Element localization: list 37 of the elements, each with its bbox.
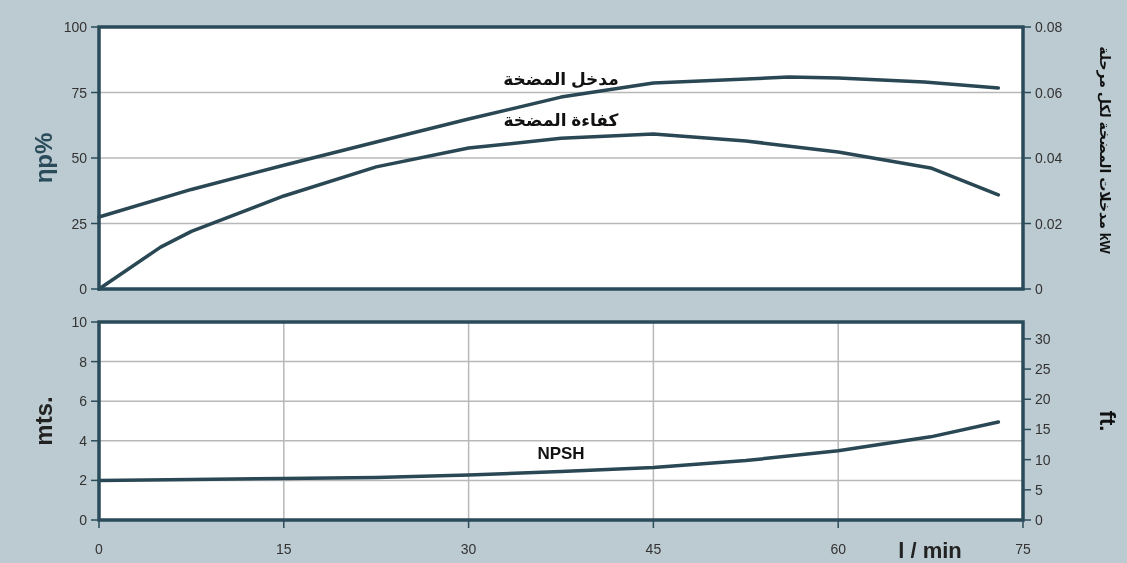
x-tick-label: 30 <box>460 541 477 557</box>
series-label: مدخل المضخة <box>503 70 619 90</box>
y-tick-label: 25 <box>71 215 88 232</box>
y2-tick-label: 0 <box>1035 512 1043 528</box>
x-tick-label: 75 <box>1015 541 1031 557</box>
y2-tick-label: 10 <box>1035 451 1051 468</box>
y-tick-label: 75 <box>71 84 88 101</box>
x-tick-label: 60 <box>830 541 847 557</box>
series-label: كفاءة المضخة <box>503 111 619 131</box>
x-tick-label: 45 <box>645 541 662 557</box>
y2-axis-title: ft. <box>1095 410 1120 432</box>
x-tick-label: 0 <box>95 541 104 557</box>
y2-tick-label: 0.06 <box>1035 84 1063 101</box>
y2-tick-label: 25 <box>1035 361 1051 378</box>
y-tick-label: 50 <box>71 150 88 166</box>
y2-tick-label: 0.04 <box>1035 150 1063 166</box>
series-label: NPSH <box>537 444 585 464</box>
y-axis-title: mts. <box>30 396 57 446</box>
y-axis-title: ηp% <box>30 132 57 184</box>
y-tick-label: 100 <box>63 19 88 35</box>
y2-tick-label: 30 <box>1035 330 1051 347</box>
y-tick-label: 6 <box>79 393 88 410</box>
y2-tick-label: 0.08 <box>1035 19 1063 35</box>
x-tick-label: 15 <box>276 541 292 557</box>
y2-tick-label: 0 <box>1035 281 1043 297</box>
y2-tick-label: 5 <box>1035 481 1043 498</box>
y-tick-label: 10 <box>71 314 88 330</box>
y-tick-label: 0 <box>79 281 88 297</box>
y-tick-label: 8 <box>79 353 88 370</box>
y-tick-label: 0 <box>79 512 88 528</box>
y2-tick-label: 0.02 <box>1035 215 1063 232</box>
y-tick-label: 4 <box>79 432 88 449</box>
y-tick-label: 2 <box>79 472 88 489</box>
y2-tick-label: 15 <box>1035 421 1051 438</box>
y2-axis-title: مدخلات المضخة لكل مرحلة kW <box>1096 46 1113 255</box>
y2-tick-label: 20 <box>1035 391 1051 408</box>
x-axis-title: l / min <box>898 538 962 563</box>
